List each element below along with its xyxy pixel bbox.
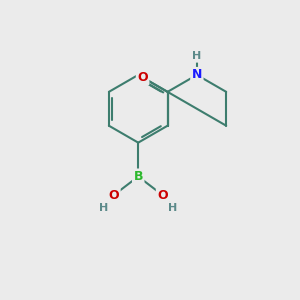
Text: O: O: [137, 71, 148, 84]
Text: N: N: [192, 68, 202, 81]
Text: H: H: [168, 203, 177, 213]
Text: B: B: [134, 170, 143, 183]
Text: H: H: [192, 51, 202, 61]
Text: O: O: [109, 189, 119, 202]
Text: O: O: [157, 189, 168, 202]
Text: H: H: [99, 203, 108, 213]
